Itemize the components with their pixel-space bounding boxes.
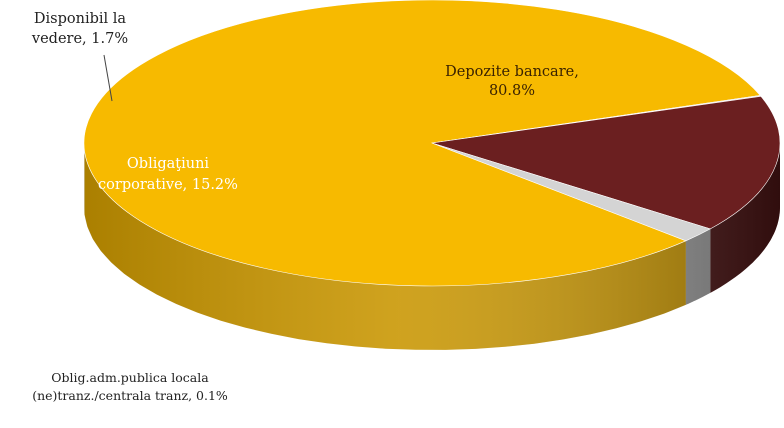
slice-label-3: Disponibil la vedere, 1.7% <box>31 11 128 47</box>
pie-slice-0 <box>83 0 761 287</box>
slice-label-1: Oblig.adm.publica locala (ne)tranz./centr… <box>32 370 228 403</box>
pie-side-shading <box>84 143 780 350</box>
slice-label-2: Obligaţiuni corporative, 15.2% <box>98 156 238 193</box>
pie-sides <box>84 143 780 350</box>
leader-line-disponibil <box>103 54 113 102</box>
pie-labels: Depozite bancare, 80.8% Oblig.adm.publica … <box>31 11 579 403</box>
pie-tops <box>83 0 781 287</box>
pie-slice-2 <box>431 95 781 230</box>
pie-slice-3 <box>431 142 712 242</box>
slice-label-0: Depozite bancare, 80.8% <box>445 64 579 99</box>
